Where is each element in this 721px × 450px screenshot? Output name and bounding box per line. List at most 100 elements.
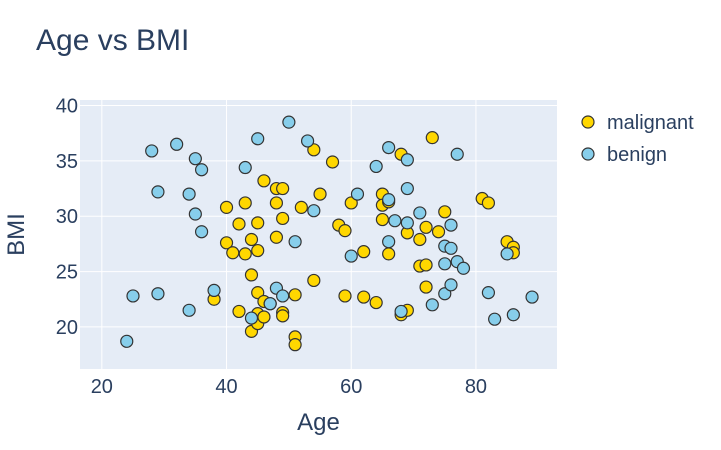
data-point-malignant <box>313 187 327 201</box>
data-point-benign <box>525 290 539 304</box>
data-point-benign <box>188 152 202 166</box>
data-point-malignant <box>238 247 252 261</box>
data-point-malignant <box>425 131 439 145</box>
data-point-malignant <box>357 245 371 259</box>
data-point-benign <box>350 187 365 201</box>
data-point-malignant <box>251 216 265 230</box>
data-point-malignant <box>338 289 352 303</box>
data-point-benign <box>413 206 427 220</box>
data-point-benign <box>450 147 464 161</box>
x-tick-label: 60 <box>340 376 362 398</box>
data-point-benign <box>251 132 265 146</box>
data-point-malignant <box>257 310 271 324</box>
data-point-malignant <box>276 181 290 196</box>
data-point-malignant <box>357 290 371 304</box>
data-point-benign <box>444 241 458 255</box>
data-point-malignant <box>369 295 383 310</box>
data-point-benign <box>382 235 396 249</box>
data-point-benign <box>263 297 277 311</box>
data-point-benign <box>288 235 302 249</box>
data-point-benign <box>238 160 252 175</box>
data-point-malignant <box>419 258 433 272</box>
data-point-malignant <box>251 286 265 300</box>
y-tick-label: 35 <box>56 151 78 173</box>
data-point-malignant <box>269 196 284 210</box>
data-point-malignant <box>276 211 290 226</box>
data-point-malignant <box>338 224 352 238</box>
x-tick-label: 20 <box>91 376 113 398</box>
data-point-malignant <box>307 273 321 288</box>
data-point-benign <box>488 312 502 326</box>
data-point-benign <box>388 214 402 228</box>
y-tick-label: 30 <box>56 206 78 228</box>
data-point-malignant <box>232 217 246 231</box>
data-point-malignant <box>288 338 302 352</box>
y-axis-title: BMI <box>3 213 30 256</box>
data-point-benign <box>394 304 408 319</box>
data-point-malignant <box>238 196 252 210</box>
data-point-malignant <box>288 288 302 302</box>
data-point-benign <box>182 303 196 317</box>
legend[interactable]: malignant benign <box>581 112 694 166</box>
data-point-benign <box>194 225 209 239</box>
y-tick-label: 25 <box>56 262 78 284</box>
data-point-benign <box>151 287 165 301</box>
data-point-benign <box>170 137 184 151</box>
gridlines <box>80 100 557 369</box>
data-point-malignant <box>257 174 271 188</box>
data-point-benign <box>300 134 315 148</box>
data-point-benign <box>444 278 458 292</box>
x-axis-ticks: 20 40 60 80 <box>91 376 487 398</box>
data-point-malignant <box>431 225 446 239</box>
data-point-benign <box>151 185 165 199</box>
data-point-malignant <box>244 232 259 247</box>
data-point-benign <box>145 144 159 158</box>
data-point-malignant <box>251 243 265 258</box>
data-point-benign <box>276 289 290 303</box>
data-point-benign <box>282 115 296 129</box>
data-point-malignant <box>419 280 433 294</box>
data-point-benign <box>438 287 452 301</box>
data-point-benign <box>188 207 202 221</box>
data-point-benign <box>244 311 259 325</box>
data-point-benign <box>369 159 383 174</box>
data-point-benign <box>194 163 209 177</box>
data-point-malignant <box>413 232 427 247</box>
data-point-benign <box>481 286 496 300</box>
data-point-malignant <box>276 309 290 323</box>
data-point-malignant <box>375 212 390 227</box>
data-point-benign <box>438 257 452 271</box>
legend-item-malignant[interactable]: malignant <box>581 112 694 134</box>
legend-item-benign[interactable]: benign <box>581 144 667 166</box>
data-point-benign <box>182 187 196 201</box>
data-points <box>120 115 539 352</box>
data-point-benign <box>382 193 396 207</box>
data-point-benign <box>344 249 358 263</box>
data-point-benign <box>500 247 514 261</box>
data-point-benign <box>506 308 520 322</box>
data-point-benign <box>400 216 414 230</box>
y-tick-label: 40 <box>56 96 78 118</box>
data-point-benign <box>120 334 134 348</box>
data-point-malignant <box>481 196 496 210</box>
legend-marker <box>581 147 595 161</box>
data-point-malignant <box>219 200 234 214</box>
data-point-benign <box>307 204 321 218</box>
data-point-malignant <box>226 246 240 260</box>
data-point-benign <box>444 218 458 232</box>
data-point-malignant <box>294 200 308 214</box>
data-point-benign <box>382 141 396 155</box>
data-point-malignant <box>438 205 452 219</box>
data-point-malignant <box>325 155 340 169</box>
x-axis-title: Age <box>297 409 340 436</box>
data-point-malignant <box>344 196 358 210</box>
data-point-malignant <box>307 143 321 157</box>
x-tick-label: 80 <box>465 376 487 398</box>
data-point-benign <box>400 181 414 196</box>
data-point-benign <box>400 153 414 167</box>
chart-title: Age vs BMI <box>36 24 189 57</box>
data-point-benign <box>456 261 471 275</box>
data-point-malignant <box>382 247 396 261</box>
legend-label: malignant <box>607 112 694 134</box>
